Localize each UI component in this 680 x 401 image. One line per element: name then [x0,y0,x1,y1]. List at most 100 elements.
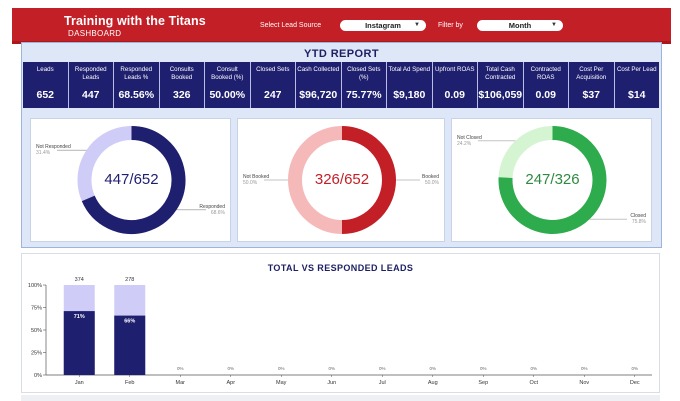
x-tick-label: Jul [379,380,386,386]
donut-rest-pct: 50.0% [243,180,258,186]
y-tick-label: 0% [34,373,42,379]
lead-source-value: Instagram [365,21,401,30]
kpi-label: Consult Booked (%) [211,66,244,81]
kpi-label: Responded Leads [74,66,107,81]
donut-chart [57,126,206,234]
kpi-tile: Cost Per Lead $14 [615,62,660,108]
donut-card-booked: 326/652 Not Booked 50.0% Booked 50.0% [237,118,445,242]
kpi-value: 652 [36,89,55,101]
kpi-value: $14 [627,89,646,101]
x-tick-label: Jun [327,380,336,386]
kpi-bar: Leads 652 Responded Leads 447 Responded Lead… [23,62,659,108]
donut-rest-label: Not Responded 31.4% [36,144,71,156]
app-title: Training with the Titans [64,14,206,28]
donut-main-label: Booked 50.0% [422,174,439,186]
lead-source-select[interactable]: Instagram ▼ [340,20,426,31]
x-tick-label: Aug [428,380,438,386]
donut-center-value: 447/652 [104,171,159,188]
kpi-value: $106,059 [478,89,523,101]
kpi-tile: Total Cash Contracted $106,059 [478,62,524,108]
chevron-down-icon: ▼ [551,22,557,28]
bar-pct-label: 66% [124,319,135,325]
kpi-value: 68.56% [118,89,155,101]
kpi-tile: Closed Sets 247 [251,62,296,108]
x-tick-label: Dec [630,380,640,386]
bar-pct-label: 0% [631,366,638,371]
filter-select[interactable]: Month ▼ [477,20,563,31]
donut-center-value: 326/652 [314,171,370,188]
kpi-value: $96,720 [299,89,338,101]
donut-slice-rest [498,126,553,179]
kpi-tile: Leads 652 [23,62,69,108]
donut-rest-pct: 31.4% [36,150,51,157]
kpi-label: Closed Sets (%) [347,66,381,81]
donut-main-label-text: Closed [630,213,646,220]
bar-pct-label: 0% [480,366,487,371]
donut-main-pct: 68.6% [210,209,225,216]
donut-main-label-text: Booked [422,174,439,180]
donut-main-pct: 50.0% [424,180,439,186]
bar-responded [114,315,146,375]
bar-pct-label: 71% [74,314,85,320]
x-tick-label: Apr [226,380,235,386]
y-tick-label: 25% [31,351,42,357]
app-subtitle: DASHBOARD [68,29,122,38]
donut-main-label: Closed 75.8% [630,213,646,225]
kpi-tile: Total Ad Spend $9,180 [387,62,433,108]
kpi-label: Total Cash Contracted [485,66,516,81]
donut-card-responded: 447/652 Not Responded 31.4% Responded 68.6% [30,118,231,242]
chevron-down-icon: ▼ [414,22,420,28]
bar-pct-label: 0% [177,366,184,371]
donut-slice-rest [77,126,132,202]
donut-chart [264,126,420,234]
bar-pct-label: 0% [278,366,285,371]
donut-center-value: 247/326 [525,171,580,188]
x-tick-label: Oct [529,380,538,386]
bar-pct-label: 0% [379,366,386,371]
kpi-label: Leads [36,66,54,73]
kpi-label: Upfront ROAS [434,66,475,73]
donut-slice-main [498,126,607,234]
kpi-value: $37 [582,89,601,101]
x-tick-label: Sep [478,380,488,386]
bar-chart-svg: 0% 25% 50% 75% 100% 374 71% Jan 278 66% Feb 0% Mar 0%… [28,277,652,386]
kpi-label: Responded Leads % [120,66,153,81]
bottom-strip [21,395,660,401]
bar-pct-label: 0% [429,366,436,371]
lead-source-label: Select Lead Source [260,22,322,29]
kpi-label: Cash Collected [297,66,340,73]
donut-rest-label-text: Not Booked [243,174,270,180]
donut-main-label: Responded 68.6% [199,204,225,216]
kpi-tile: Consults Booked 326 [160,62,205,108]
kpi-tile: Responded Leads 447 [69,62,114,108]
kpi-tile: Upfront ROAS 0.09 [433,62,478,108]
dashboard-header: Training with the Titans DASHBOARD Selec… [12,8,671,44]
chart-title: TOTAL VS RESPONDED LEADS [267,263,414,273]
kpi-tile: Cost Per Acquisition $37 [569,62,615,108]
kpi-value: 0.09 [535,89,556,101]
donut-slice-main [81,126,186,234]
donut-rest-label: Not Booked 50.0% [243,174,269,186]
bar-responded [63,311,95,375]
kpi-value: 447 [81,89,100,101]
ytd-report-title: YTD REPORT [304,48,379,60]
kpi-label: Cost Per Acquisition [576,66,607,81]
filter-label: Filter by [438,22,463,29]
y-tick-label: 50% [31,328,42,334]
kpi-tile: Responded Leads % 68.56% [114,62,160,108]
bar-total-label: 374 [75,277,84,283]
donut-rest-pct: 24.2% [457,140,472,147]
kpi-value: 75.77% [345,89,382,101]
donut-card-closed: 247/326 Not Closed 24.2% Closed 75.8% [451,118,652,242]
x-tick-label: Feb [125,380,134,386]
filter-value: Month [508,21,532,30]
donut-rest-label-text: Not Closed [457,134,482,141]
kpi-label: Cost Per Lead [616,66,657,73]
x-tick-label: Nov [579,380,589,386]
bar-pct-label: 0% [581,366,588,371]
kpi-label: Consults Booked [169,66,194,81]
kpi-tile: Contracted ROAS 0.09 [524,62,569,108]
donut-slice-main [341,126,396,234]
kpi-label: Total Ad Spend [388,66,431,73]
kpi-tile: Consult Booked (%) 50.00% [205,62,251,108]
